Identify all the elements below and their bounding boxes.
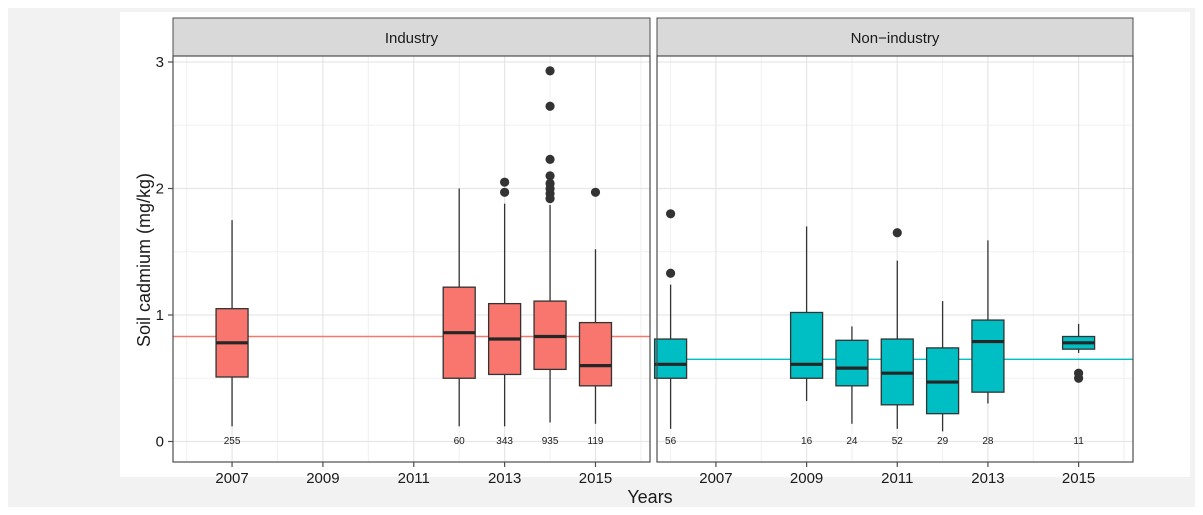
x-tick-label: 2011 (881, 470, 913, 487)
sample-size-label: 29 (937, 436, 949, 447)
outlier-point (590, 187, 601, 197)
panel-border (656, 55, 1134, 463)
panel-background (173, 56, 650, 462)
sample-size-label: 60 (454, 436, 466, 447)
facet-panel-2: Non−industry 56 16 24 52 29 28 11 2007 2009 2011 20… (653, 17, 1134, 487)
x-tick-label: 2009 (306, 470, 339, 487)
outlier-point (545, 101, 555, 111)
sample-size-label: 119 (588, 436, 604, 447)
box-iqr (653, 338, 688, 379)
outlier-point (1074, 368, 1084, 378)
outlier-point (545, 178, 555, 189)
sample-size-label: 16 (801, 436, 813, 447)
facet-strip-label: Industry (385, 30, 439, 47)
outlier-point (666, 209, 676, 219)
box-2013: 343 (487, 177, 522, 447)
x-tick-label: 2015 (1062, 470, 1095, 487)
x-axis-title: Years (627, 487, 672, 507)
box-iqr (971, 319, 1005, 393)
sample-size-label: 935 (542, 436, 559, 447)
box-2015: 119 (578, 187, 613, 447)
x-tick-label: 2013 (971, 470, 1004, 487)
x-tick-label: 2009 (790, 470, 823, 487)
outlier-point (545, 66, 555, 76)
y-tick-label: 0 (156, 434, 164, 451)
y-tick-label: 1 (156, 307, 164, 324)
box-iqr (578, 321, 613, 387)
x-tick-label: 2007 (699, 470, 732, 487)
outlier-point (500, 177, 510, 187)
sample-size-label: 11 (1073, 436, 1084, 447)
box-2007: 255 (215, 220, 249, 447)
outlier-point (666, 268, 676, 278)
box-2013: 28 (971, 240, 1005, 447)
box-2012: 60 (442, 188, 476, 447)
box-2010: 24 (835, 326, 869, 447)
y-tick-label: 3 (156, 54, 164, 71)
sample-size-label: 56 (665, 436, 677, 447)
box-2006: 56 (653, 209, 688, 447)
box-2011: 52 (880, 228, 914, 447)
sample-size-label: 255 (224, 436, 241, 447)
facet-strip (656, 17, 1134, 57)
facet-strip-label: Non−industry (851, 30, 940, 47)
box-2015: 11 (1061, 323, 1096, 447)
x-tick-label: 2007 (215, 470, 248, 487)
box-2014: 935 (533, 66, 567, 447)
outlier-point (545, 154, 555, 165)
sample-size-label: 28 (982, 436, 994, 447)
box-iqr (789, 311, 824, 379)
sample-size-label: 52 (892, 436, 904, 447)
box-iqr (835, 339, 869, 387)
x-tick-label: 2013 (488, 470, 521, 487)
outlier-point (892, 228, 902, 238)
box-2009: 16 (789, 226, 824, 447)
y-axis-title: Soil cadmium (mg/kg) (134, 173, 154, 347)
sample-size-label: 24 (846, 436, 858, 447)
x-tick-label: 2011 (398, 470, 430, 487)
outlier-point (500, 187, 510, 197)
outlier-point (545, 171, 555, 181)
x-tick-label: 2015 (579, 470, 612, 487)
panel-border (172, 55, 651, 463)
sample-size-label: 343 (496, 436, 513, 447)
box-2012: 29 (925, 301, 960, 447)
y-tick-label: 2 (156, 181, 164, 198)
